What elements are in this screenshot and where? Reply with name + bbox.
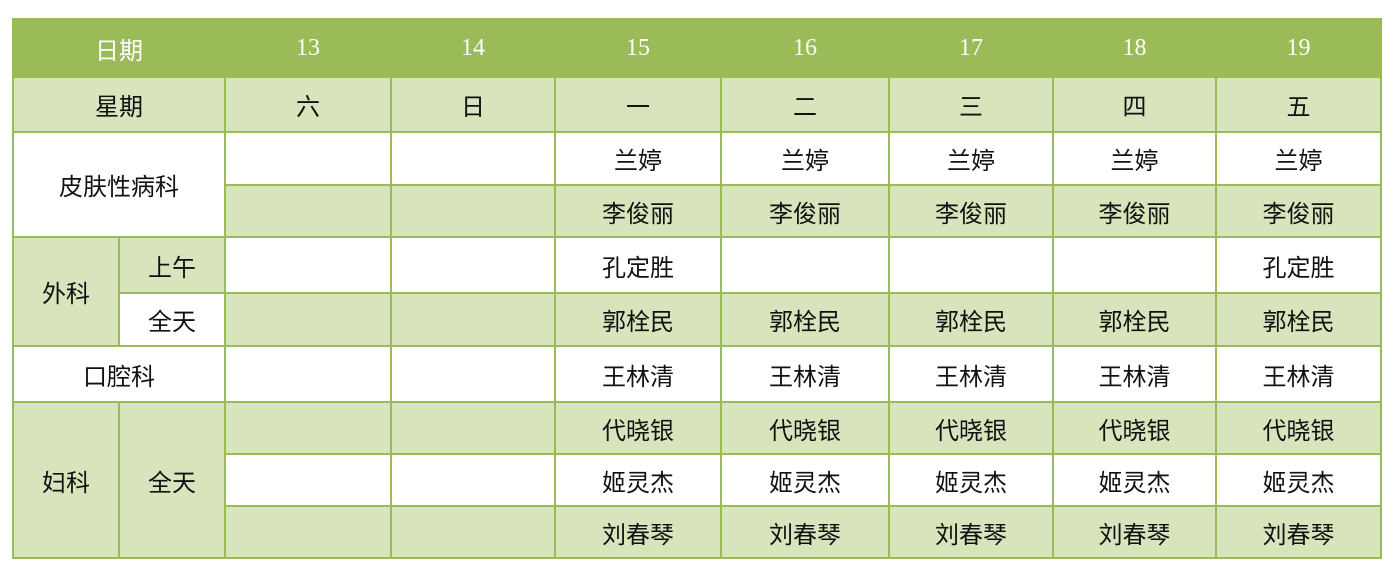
- dept-dental: 口腔科: [12, 345, 226, 403]
- staff-cell: 刘春琴: [1052, 505, 1217, 559]
- staff-cell: [720, 236, 890, 294]
- staff-cell: 李俊丽: [888, 184, 1054, 238]
- staff-cell: 姬灵杰: [720, 453, 890, 507]
- staff-cell: [390, 236, 556, 294]
- staff-cell: [390, 131, 556, 186]
- table-row: 口腔科 王林清 王林清 王林清 王林清 王林清: [12, 345, 1382, 403]
- table-row: 外科 上午 孔定胜 孔定胜: [12, 236, 1382, 347]
- table-row: 姬灵杰 姬灵杰 姬灵杰 姬灵杰 姬灵杰: [13, 453, 1382, 507]
- date-label: 日期: [12, 18, 226, 78]
- table-row: 刘春琴 刘春琴 刘春琴 刘春琴 刘春琴: [13, 505, 1382, 559]
- staff-cell: [1052, 236, 1217, 294]
- staff-cell: 郭栓民: [1052, 292, 1217, 347]
- staff-cell: 姬灵杰: [1052, 453, 1217, 507]
- table-row: 李俊丽 李俊丽 李俊丽 李俊丽 李俊丽: [13, 184, 1382, 238]
- staff-cell: 郭栓民: [720, 292, 890, 347]
- staff-cell: 刘春琴: [720, 505, 890, 559]
- staff-cell: 代晓银: [1215, 401, 1382, 455]
- staff-cell: 代晓银: [888, 401, 1054, 455]
- staff-cell: [390, 184, 556, 238]
- staff-cell: 姬灵杰: [888, 453, 1054, 507]
- dept-surgery: 外科: [12, 236, 120, 347]
- date-cell: 16: [720, 18, 890, 78]
- date-cell: 18: [1052, 18, 1217, 78]
- staff-cell: [390, 453, 556, 507]
- staff-cell: [224, 345, 392, 403]
- table-row: 全天 郭栓民 郭栓民 郭栓民 郭栓民 郭栓民: [13, 292, 1382, 347]
- weekday-row: 星期 六 日 一 二 三 四 五: [12, 76, 1382, 133]
- staff-cell: [224, 505, 392, 559]
- staff-cell: 兰婷: [720, 131, 890, 186]
- staff-cell: 姬灵杰: [1215, 453, 1382, 507]
- staff-cell: [224, 184, 392, 238]
- date-cell: 14: [390, 18, 556, 78]
- staff-cell: 李俊丽: [1215, 184, 1382, 238]
- staff-cell: 李俊丽: [554, 184, 722, 238]
- weekday-cell: 日: [390, 76, 556, 133]
- staff-cell: [224, 401, 392, 455]
- staff-cell: 孔定胜: [1215, 236, 1382, 294]
- shift-full: 全天: [118, 292, 226, 347]
- staff-cell: [224, 292, 392, 347]
- shift-am: 上午: [118, 236, 226, 294]
- staff-cell: 王林清: [888, 345, 1054, 403]
- date-row: 日期 13 14 15 16 17 18 19: [12, 18, 1382, 78]
- staff-cell: 王林清: [720, 345, 890, 403]
- date-cell: 15: [554, 18, 722, 78]
- staff-cell: 兰婷: [1215, 131, 1382, 186]
- duty-schedule-table: 日期 13 14 15 16 17 18 19 星期 六 日 一 二 三 四 五…: [12, 18, 1382, 559]
- staff-cell: 兰婷: [888, 131, 1054, 186]
- staff-cell: 代晓银: [554, 401, 722, 455]
- staff-cell: [390, 292, 556, 347]
- staff-cell: 王林清: [554, 345, 722, 403]
- dept-derm: 皮肤性病科: [12, 131, 226, 238]
- staff-cell: 李俊丽: [1052, 184, 1217, 238]
- staff-cell: [224, 131, 392, 186]
- table-row: 皮肤性病科 兰婷 兰婷 兰婷 兰婷 兰婷: [12, 131, 1382, 238]
- staff-cell: [390, 505, 556, 559]
- weekday-cell: 四: [1052, 76, 1217, 133]
- staff-cell: 王林清: [1215, 345, 1382, 403]
- staff-cell: 姬灵杰: [554, 453, 722, 507]
- staff-cell: 郭栓民: [554, 292, 722, 347]
- date-cell: 13: [224, 18, 392, 78]
- staff-cell: 兰婷: [1052, 131, 1217, 186]
- date-cell: 19: [1215, 18, 1382, 78]
- weekday-label: 星期: [12, 76, 226, 133]
- staff-cell: 刘春琴: [554, 505, 722, 559]
- staff-cell: [224, 236, 392, 294]
- staff-cell: 刘春琴: [1215, 505, 1382, 559]
- weekday-cell: 二: [720, 76, 890, 133]
- weekday-cell: 五: [1215, 76, 1382, 133]
- date-cell: 17: [888, 18, 1054, 78]
- staff-cell: [888, 236, 1054, 294]
- staff-cell: [390, 345, 556, 403]
- staff-cell: 代晓银: [720, 401, 890, 455]
- staff-cell: [224, 453, 392, 507]
- staff-cell: 王林清: [1052, 345, 1217, 403]
- staff-cell: 李俊丽: [720, 184, 890, 238]
- staff-cell: 郭栓民: [1215, 292, 1382, 347]
- staff-cell: 郭栓民: [888, 292, 1054, 347]
- shift-full: 全天: [118, 401, 226, 559]
- staff-cell: 刘春琴: [888, 505, 1054, 559]
- staff-cell: 兰婷: [554, 131, 722, 186]
- weekday-cell: 一: [554, 76, 722, 133]
- weekday-cell: 六: [224, 76, 392, 133]
- staff-cell: [390, 401, 556, 455]
- weekday-cell: 三: [888, 76, 1054, 133]
- table-row: 妇科 全天 代晓银 代晓银 代晓银 代晓银 代晓银: [12, 401, 1382, 559]
- staff-cell: 代晓银: [1052, 401, 1217, 455]
- dept-gyn: 妇科: [12, 401, 120, 559]
- staff-cell: 孔定胜: [554, 236, 722, 294]
